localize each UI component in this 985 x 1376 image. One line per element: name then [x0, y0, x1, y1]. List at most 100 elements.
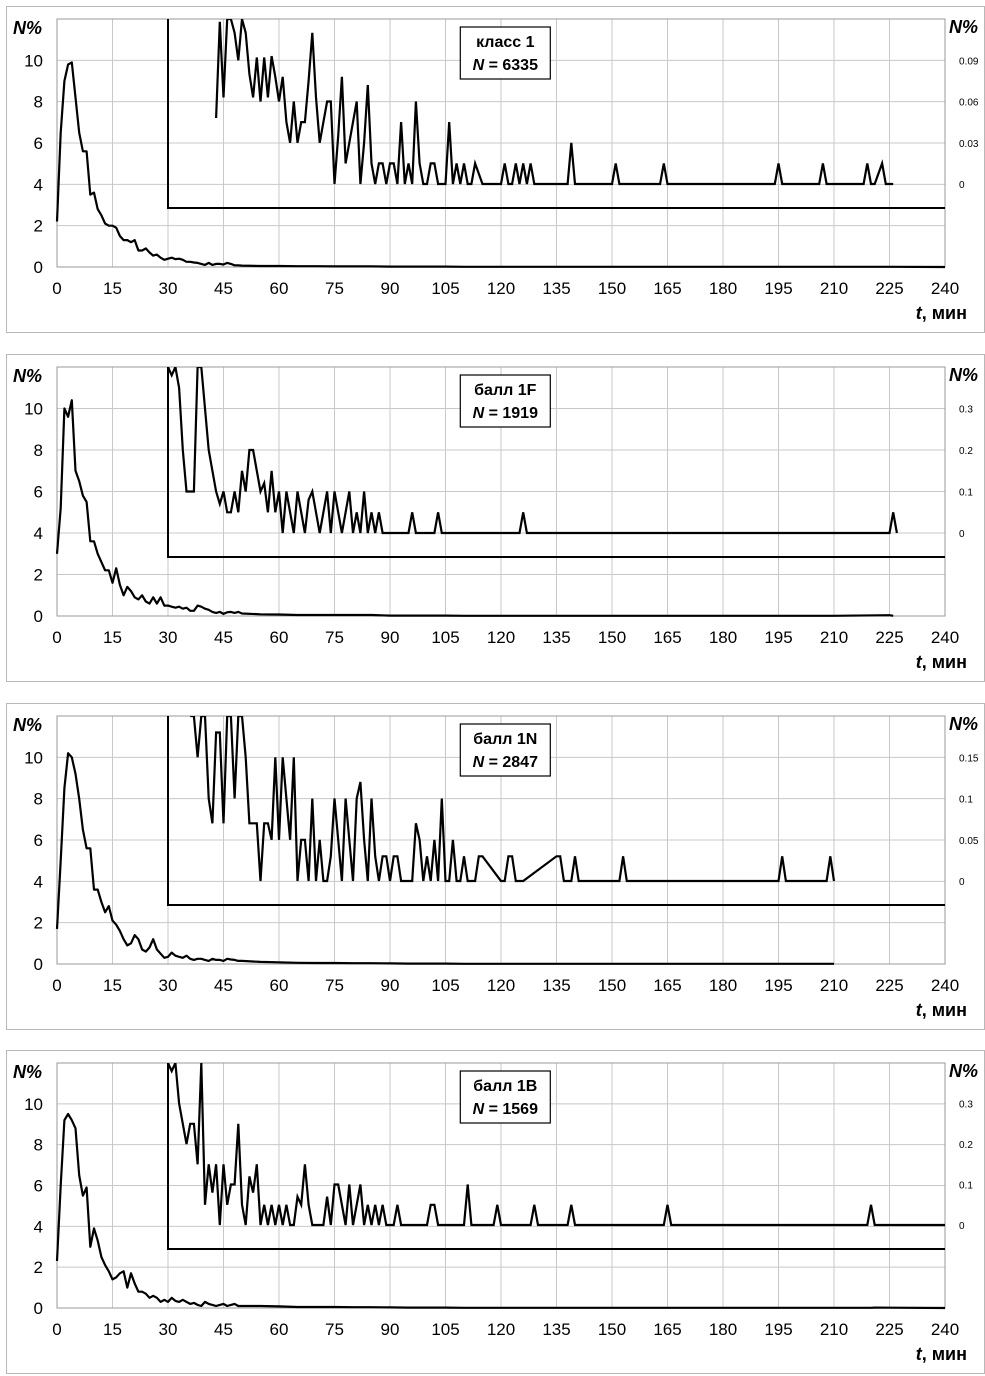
x-tick-label: 75 — [325, 279, 344, 298]
x-axis-var: t — [916, 303, 923, 323]
x-tick-label: 105 — [431, 1320, 459, 1339]
x-tick-label: 180 — [709, 279, 737, 298]
legend-n-label: N = 1919 — [473, 405, 538, 422]
x-tick-label: 240 — [931, 279, 959, 298]
inset-y-tick-label: 0.3 — [959, 1100, 973, 1111]
x-axis-unit: , мин — [922, 1000, 967, 1020]
inset-frame — [167, 716, 945, 906]
x-tick-label: 0 — [52, 976, 61, 995]
y-tick-label: 6 — [34, 1177, 43, 1196]
legend-class-label: балл 1B — [473, 1078, 537, 1095]
x-tick-label: 0 — [52, 628, 61, 647]
main-series-line — [55, 752, 834, 965]
y-tick-label: 2 — [34, 1258, 43, 1277]
x-tick-label: 30 — [159, 976, 178, 995]
y-tick-label: 2 — [34, 914, 43, 933]
legend-n-var: N — [473, 1101, 489, 1118]
y-axis-title: N% — [13, 18, 42, 38]
inset-y-tick-label: 0 — [959, 529, 965, 540]
inset-series-line — [190, 716, 836, 883]
x-tick-label: 75 — [325, 1320, 344, 1339]
y-tick-label: 0 — [34, 258, 43, 277]
x-tick-label: 120 — [487, 628, 515, 647]
legend-n-label: N = 6335 — [473, 57, 538, 74]
x-tick-label: 225 — [875, 279, 903, 298]
y-axis-title: N% — [13, 715, 42, 735]
legend-class-label: балл 1F — [474, 382, 536, 399]
y-axis-title: N% — [13, 1062, 42, 1082]
chart-svg-3: 0 15 30 45 60 75 90 105 120 135 150 165 180 195 210 225… — [13, 714, 979, 1020]
inset-y-tick-label: 0.15 — [959, 753, 979, 764]
y-tick-label: 0 — [34, 607, 43, 626]
y-tick-label: 8 — [34, 93, 43, 112]
y-tick-label: 2 — [34, 566, 43, 585]
inset-y-tick-label: 0 — [959, 877, 965, 888]
legend-n-value: = 6335 — [489, 57, 538, 74]
chart-svg-2: 0 15 30 45 60 75 90 105 120 135 150 165 180 195 210 225… — [13, 365, 978, 672]
y-tick-label: 0 — [34, 955, 43, 974]
chart-panel-4: 0 15 30 45 60 75 90 105 120 135 150 165 180 195 210 225… — [6, 1050, 985, 1374]
x-tick-label: 15 — [103, 628, 122, 647]
x-axis-title: t, мин — [916, 1000, 967, 1020]
inset-y-tick-label: 0.2 — [959, 1140, 973, 1151]
main-series-line — [55, 1112, 946, 1310]
x-axis-var: t — [916, 1000, 923, 1020]
x-tick-label: 105 — [431, 279, 459, 298]
x-tick-label: 90 — [381, 628, 400, 647]
x-tick-label: 165 — [653, 279, 681, 298]
x-tick-label: 105 — [431, 976, 459, 995]
x-axis-title: t, мин — [916, 652, 967, 672]
x-axis-var: t — [916, 652, 923, 672]
x-tick-label: 90 — [381, 1320, 400, 1339]
x-tick-label: 30 — [159, 279, 178, 298]
x-tick-label: 135 — [542, 628, 570, 647]
x-tick-label: 75 — [325, 976, 344, 995]
x-tick-label: 225 — [875, 1320, 903, 1339]
x-tick-label: 210 — [820, 976, 848, 995]
y-tick-label: 4 — [34, 1217, 43, 1236]
legend-box — [459, 374, 551, 428]
y-tick-label: 6 — [34, 831, 43, 850]
main-series-line — [55, 61, 946, 269]
inset-y-tick-label: 0.1 — [959, 795, 973, 806]
x-tick-label: 180 — [709, 1320, 737, 1339]
inset-y-tick-label: 0.1 — [959, 1181, 973, 1192]
legend-n-value: = 1919 — [489, 405, 538, 422]
x-tick-label: 150 — [598, 976, 626, 995]
x-tick-label: 165 — [653, 628, 681, 647]
x-tick-label: 195 — [764, 628, 792, 647]
x-tick-label: 120 — [487, 976, 515, 995]
x-tick-label: 45 — [214, 628, 233, 647]
x-tick-label: 240 — [931, 628, 959, 647]
y-tick-label: 8 — [34, 441, 43, 460]
legend-n-var: N — [473, 57, 489, 74]
x-tick-label: 60 — [270, 628, 289, 647]
legend-n-value: = 2847 — [489, 754, 538, 771]
x-axis-unit: , мин — [922, 303, 967, 323]
x-tick-label: 120 — [487, 279, 515, 298]
x-tick-label: 75 — [325, 628, 344, 647]
legend-n-var: N — [473, 754, 489, 771]
legend-n-var: N — [473, 405, 489, 422]
x-tick-label: 240 — [931, 976, 959, 995]
x-tick-label: 30 — [159, 1320, 178, 1339]
legend-n-label: N = 1569 — [473, 1101, 538, 1118]
x-tick-label: 15 — [103, 279, 122, 298]
inset-series-line — [168, 1063, 945, 1227]
legend-class-label: балл 1N — [473, 731, 537, 748]
x-tick-label: 120 — [487, 1320, 515, 1339]
x-tick-label: 15 — [103, 1320, 122, 1339]
inset-y-axis-title: N% — [949, 1061, 978, 1081]
x-tick-label: 150 — [598, 279, 626, 298]
y-tick-label: 8 — [34, 1136, 43, 1155]
x-tick-label: 180 — [709, 976, 737, 995]
x-tick-label: 180 — [709, 628, 737, 647]
inset-y-tick-label: 0.3 — [959, 405, 973, 416]
x-axis-unit: , мин — [922, 652, 967, 672]
y-axis-title: N% — [13, 366, 42, 386]
inset-series-line — [215, 19, 894, 186]
x-tick-label: 105 — [431, 628, 459, 647]
x-tick-label: 165 — [653, 976, 681, 995]
x-tick-label: 165 — [653, 1320, 681, 1339]
x-tick-label: 135 — [542, 976, 570, 995]
